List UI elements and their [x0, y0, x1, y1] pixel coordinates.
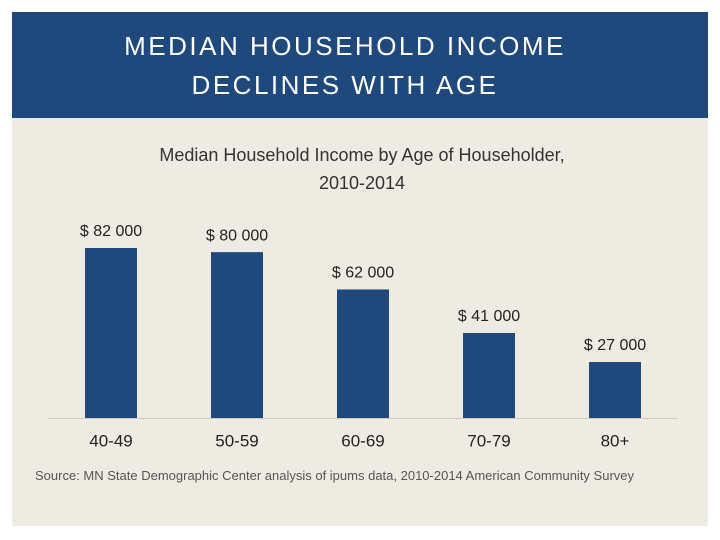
- slide-title: MEDIAN HOUSEHOLD INCOME: [124, 31, 566, 61]
- source-note: Source: MN State Demographic Center anal…: [35, 468, 635, 483]
- data-label: $ 41 000: [458, 308, 520, 325]
- chart-title: 2010-2014: [319, 173, 405, 193]
- data-label: $ 27 000: [584, 337, 646, 354]
- data-label: $ 80 000: [206, 227, 268, 244]
- bar: [337, 289, 389, 418]
- chart-title: Median Household Income by Age of Househ…: [159, 145, 564, 165]
- chart: MEDIAN HOUSEHOLD INCOME DECLINES WITH AG…: [48, 31, 678, 450]
- title-banner: [12, 12, 708, 118]
- x-tick-label: 80+: [601, 431, 630, 450]
- x-tick-label: 50-59: [215, 431, 258, 450]
- bar: [211, 252, 263, 418]
- slide-title: DECLINES WITH AGE: [192, 70, 499, 100]
- bar: [589, 362, 641, 418]
- data-label: $ 62 000: [332, 265, 394, 282]
- bar: [463, 333, 515, 418]
- bar: [85, 248, 137, 418]
- data-label: $ 82 000: [80, 223, 142, 240]
- x-tick-label: 60-69: [341, 431, 384, 450]
- x-tick-label: 70-79: [467, 431, 510, 450]
- x-tick-label: 40-49: [89, 431, 132, 450]
